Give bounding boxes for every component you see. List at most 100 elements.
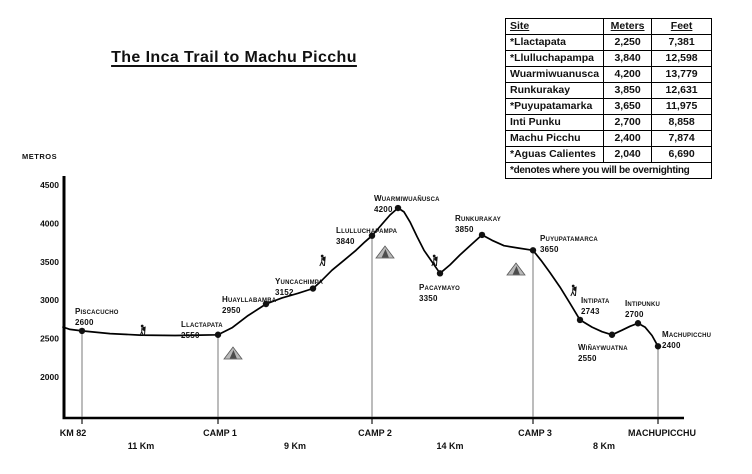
table-row: *Puyupatamarka 3,650 11,975 (504, 98, 713, 115)
point-elevation: 3850 (455, 225, 474, 234)
segment-distance-label: 14 Km (436, 441, 463, 451)
y-tick-label: 3000 (40, 295, 59, 305)
site-cell: Runkurakay (504, 82, 605, 99)
data-point-intipata (576, 316, 584, 324)
table-row: Inti Punku 2,700 8,858 (504, 114, 713, 131)
data-point-wuarmiwuausca (394, 204, 402, 212)
site-cell: Inti Punku (504, 114, 605, 131)
meters-cell: 3,850 (603, 82, 653, 99)
tent-icon (506, 262, 526, 276)
chart-content: METROS 4500 4000 3500 3000 2500 2000 Piscacucho… (22, 152, 711, 451)
point-name: Wiñaywuatna (578, 343, 628, 352)
point-elevation: 3840 (336, 237, 355, 246)
site-header-cell: Site (504, 18, 605, 35)
data-point-runkurakay (478, 231, 486, 239)
point-elevation: 4200 (374, 205, 393, 214)
point-name: Wuarmiwuañusca (374, 194, 440, 203)
point-elevation: 2743 (581, 307, 600, 316)
data-point-piscacucho (78, 327, 86, 335)
feet-cell: 13,779 (651, 66, 713, 83)
x-marker-label: CAMP 3 (518, 428, 552, 438)
table-row: Wuarmiwuanusca 4,200 13,779 (504, 66, 713, 83)
point-name: Llactapata (181, 320, 223, 329)
data-point-machupicchu (654, 343, 662, 350)
point-elevation: 3350 (419, 294, 438, 303)
y-tick-label: 3500 (40, 257, 59, 267)
x-marker-label: KM 82 (60, 428, 87, 438)
data-point-pacaymayo (436, 270, 444, 277)
hiker-icon (139, 324, 146, 337)
hiker-icon (319, 254, 326, 267)
table-row: Machu Picchu 2,400 7,874 (504, 130, 713, 147)
feet-header-cell: Feet (651, 18, 713, 35)
hiker-icon (431, 254, 438, 267)
point-elevation: 2950 (222, 306, 241, 315)
x-marker-label: MACHUPICCHU (628, 428, 696, 438)
segment-distance-label: 8 Km (593, 441, 615, 451)
point-name: Intipunku (625, 299, 660, 308)
table-row: *Llactapata 2,250 7,381 (504, 34, 713, 51)
segment-distance-label: 9 Km (284, 441, 306, 451)
feet-cell: 8,858 (651, 114, 713, 131)
tent-icon (375, 245, 395, 259)
table-footnote-row: *denotes where you will be overnighting (504, 162, 713, 179)
point-elevation: 2400 (662, 341, 681, 350)
point-name: Llulluchapampa (336, 226, 398, 235)
segment-distance-label: 11 Km (128, 441, 155, 451)
y-tick-label: 2000 (40, 372, 59, 382)
site-cell: Wuarmiwuanusca (504, 66, 605, 83)
y-tick-label: 4500 (40, 180, 59, 190)
meters-cell: 2,250 (603, 34, 653, 51)
y-tick-label: 4000 (40, 218, 59, 228)
data-point-llulluchapampa (368, 232, 376, 239)
site-cell: *Aguas Calientes (504, 146, 605, 163)
point-name: Piscacucho (75, 307, 119, 316)
table-footnote: *denotes where you will be overnighting (504, 162, 713, 179)
table-row: *Aguas Calientes 2,040 6,690 (504, 146, 713, 163)
meters-cell: 4,200 (603, 66, 653, 83)
table-header-row: Site Meters Feet (504, 18, 713, 35)
elevation-line (62, 207, 659, 348)
meters-header-cell: Meters (603, 18, 653, 35)
x-marker-label: CAMP 1 (203, 428, 237, 438)
point-name: Machupicchu (662, 330, 711, 339)
point-name: Puyupatamarca (540, 234, 598, 243)
table-row: Runkurakay 3,850 12,631 (504, 82, 713, 99)
point-name: Runkurakay (455, 214, 501, 223)
data-point-yuncachimpa (309, 285, 317, 292)
point-elevation: 2550 (578, 354, 597, 363)
data-point-puyupatamarca (529, 247, 537, 254)
tent-icon (223, 346, 243, 360)
y-axis-title: METROS (22, 152, 57, 161)
point-elevation: 2700 (625, 310, 644, 319)
data-point-wiaywuatna (608, 331, 616, 338)
site-cell: *Puyupatamarka (504, 98, 605, 115)
point-elevation: 3650 (540, 245, 559, 254)
feet-cell: 12,631 (651, 82, 713, 99)
meters-cell: 2,700 (603, 114, 653, 131)
data-point-llactapata (214, 331, 222, 338)
meters-cell: 2,400 (603, 130, 653, 147)
site-cell: Machu Picchu (504, 130, 605, 147)
feet-cell: 7,874 (651, 130, 713, 147)
page-title: The Inca Trail to Machu Picchu (111, 49, 357, 66)
point-elevation: 2600 (75, 318, 94, 327)
elevation-table: Site Meters Feet *Llactapata 2,250 7,381… (504, 18, 713, 179)
site-cell: *Llulluchapampa (504, 50, 605, 67)
table-row: *Llulluchapampa 3,840 12,598 (504, 50, 713, 67)
data-point-intipunku (634, 320, 642, 327)
site-cell: *Llactapata (504, 34, 605, 51)
x-marker-label: CAMP 2 (358, 428, 392, 438)
point-name: Intipata (581, 296, 610, 305)
meters-cell: 3,840 (603, 50, 653, 67)
point-name: Pacaymayo (419, 283, 460, 292)
point-name: Yuncachimpa (275, 277, 324, 286)
feet-cell: 7,381 (651, 34, 713, 51)
hiker-icon (570, 284, 577, 297)
feet-cell: 11,975 (651, 98, 713, 115)
data-point-huayllabamba (262, 300, 270, 308)
meters-cell: 2,040 (603, 146, 653, 163)
point-name: Huayllabamba (222, 295, 277, 304)
